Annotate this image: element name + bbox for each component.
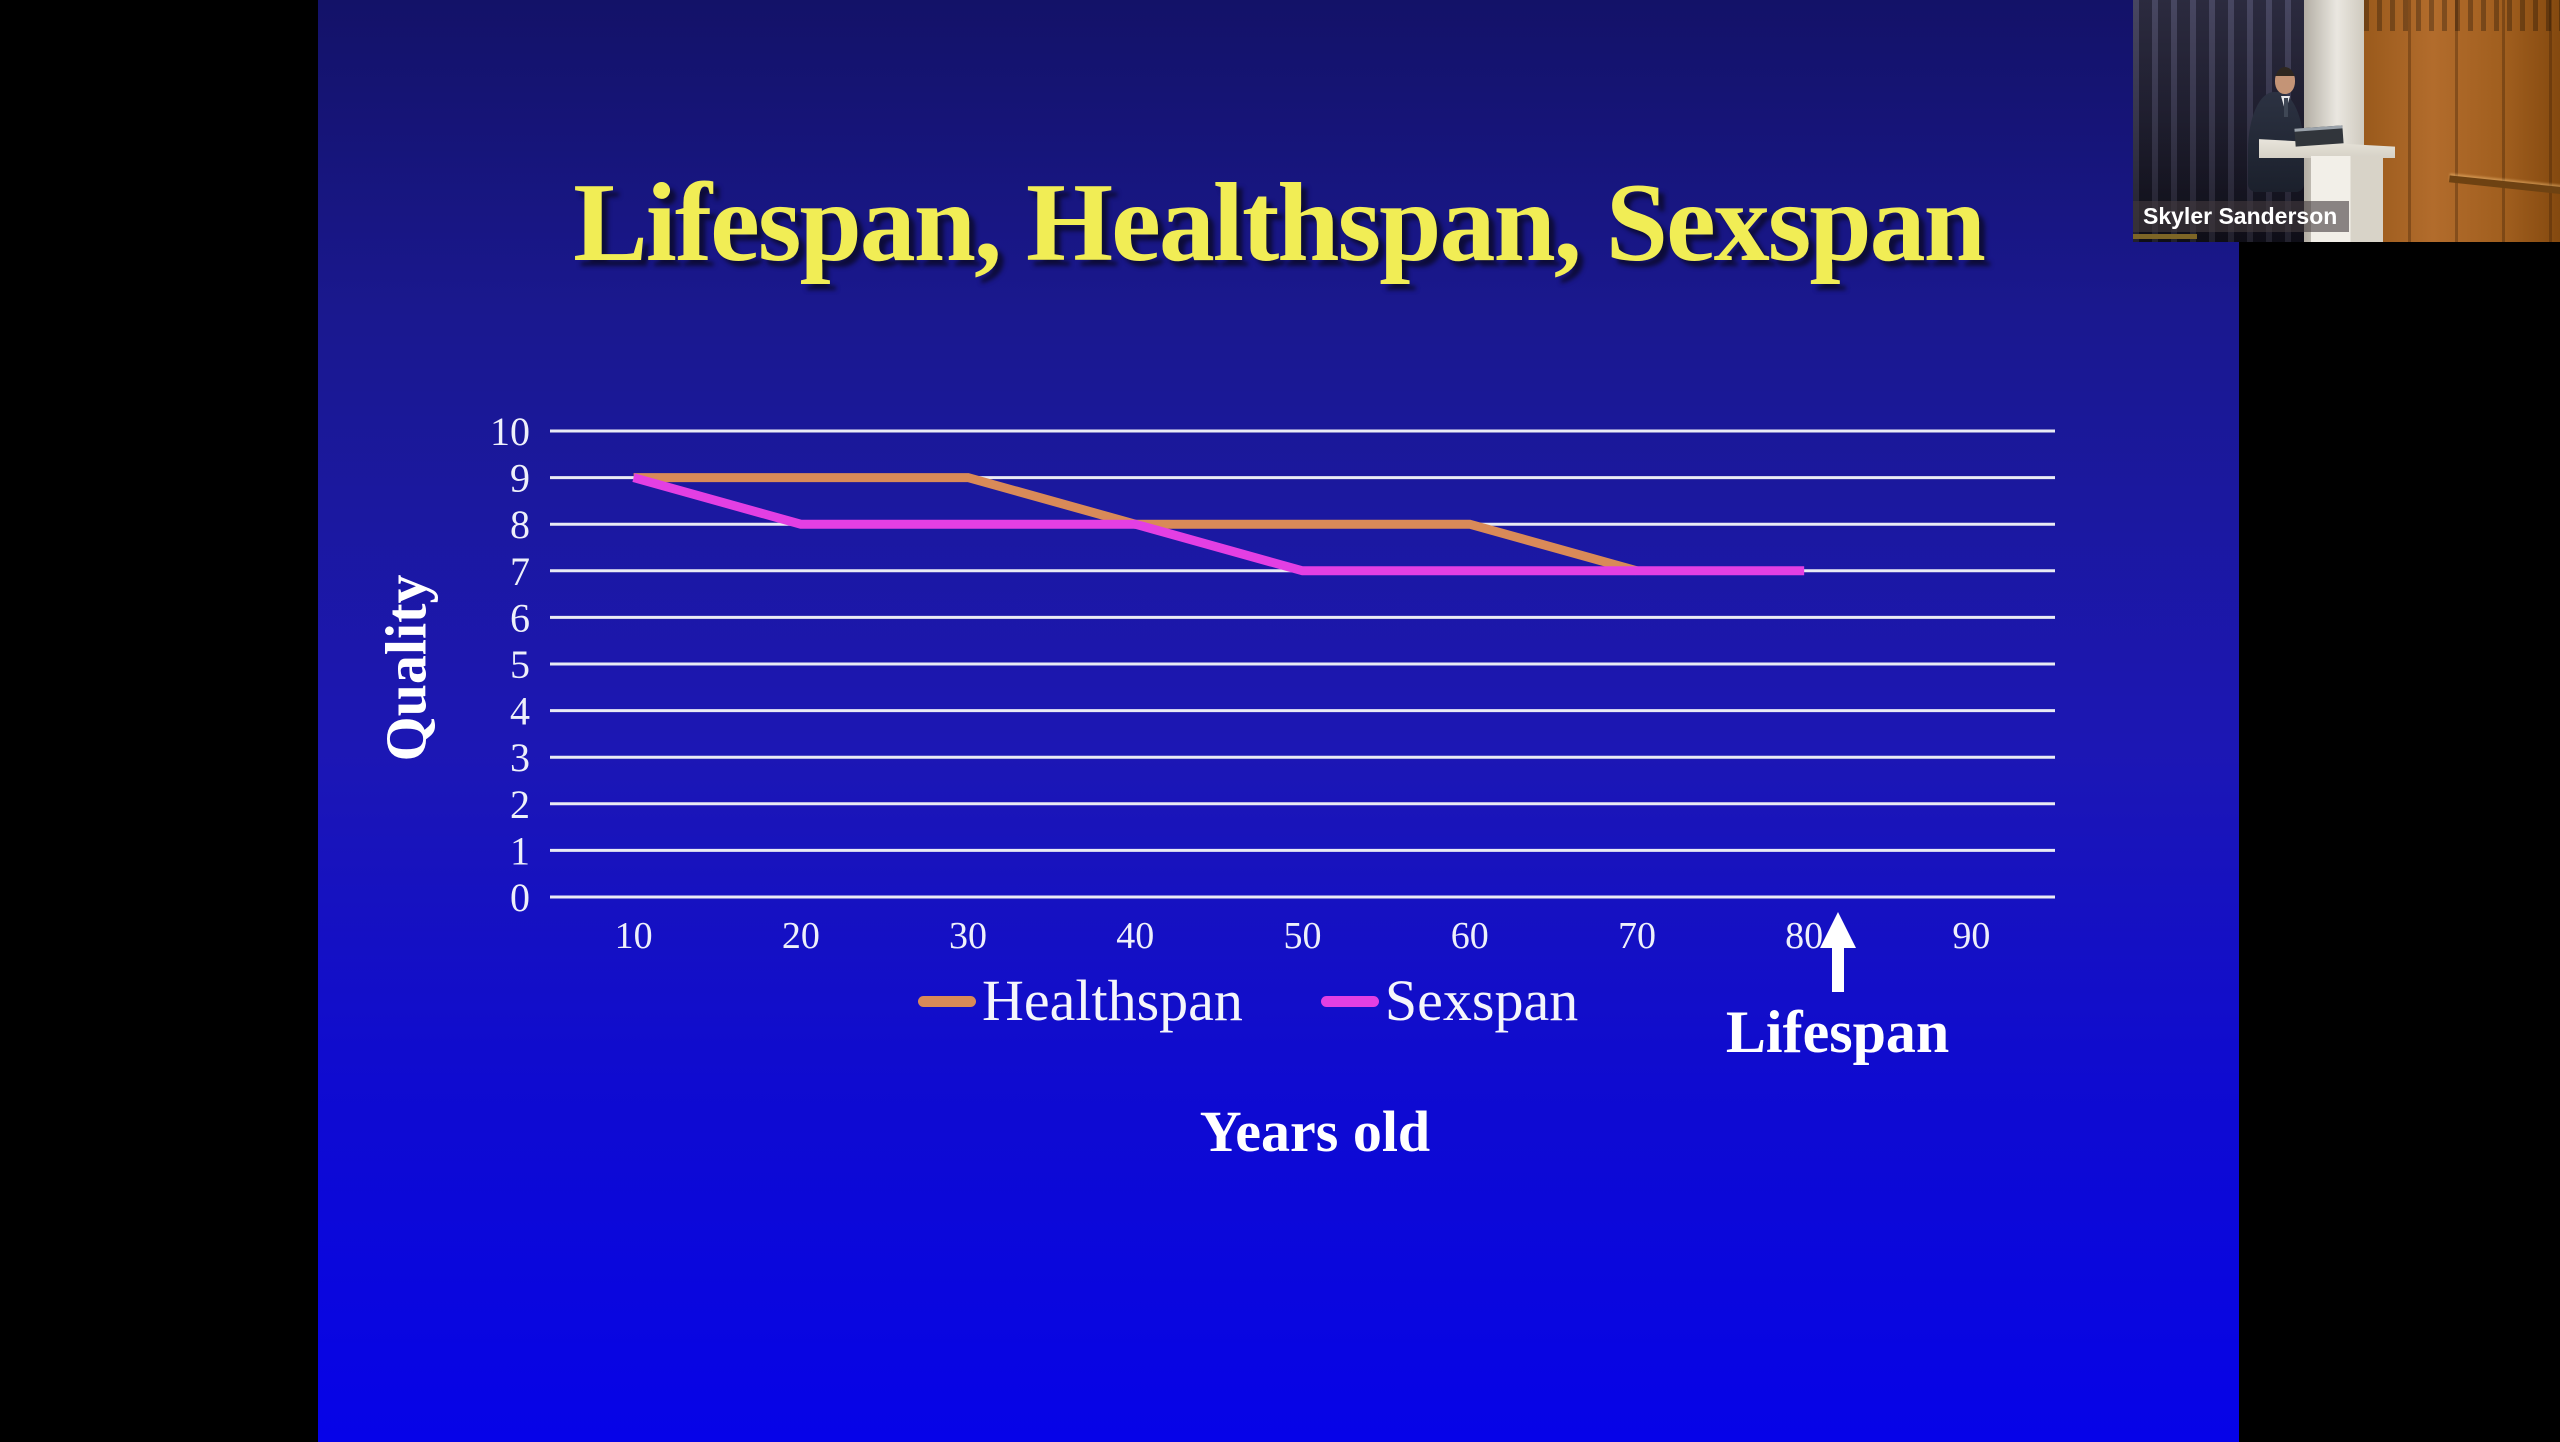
laptop xyxy=(2294,125,2344,147)
svg-text:7: 7 xyxy=(510,549,530,594)
wood-slats xyxy=(2363,0,2560,32)
svg-text:4: 4 xyxy=(510,689,530,734)
wood-panel-wall xyxy=(2363,0,2560,242)
svg-text:8: 8 xyxy=(510,502,530,547)
presenter-head xyxy=(2275,67,2295,94)
svg-text:40: 40 xyxy=(1116,915,1154,957)
legend-label: Sexspan xyxy=(1384,968,1579,1033)
svg-text:2: 2 xyxy=(510,782,530,827)
svg-text:20: 20 xyxy=(782,915,820,957)
svg-text:3: 3 xyxy=(510,735,530,780)
slide-title: Lifespan, Healthspan, Sexspan xyxy=(573,161,1986,286)
legend-label: Healthspan xyxy=(982,968,1243,1033)
svg-text:50: 50 xyxy=(1284,915,1322,957)
svg-text:9: 9 xyxy=(510,456,530,501)
svg-text:10: 10 xyxy=(615,915,653,957)
svg-text:0: 0 xyxy=(510,875,530,920)
presenter-tie xyxy=(2284,98,2288,117)
gridlines xyxy=(550,429,2055,899)
participant-video[interactable]: Skyler Sanderson xyxy=(2133,0,2560,242)
svg-text:5: 5 xyxy=(510,642,530,687)
lifespan-label: Lifespan xyxy=(1725,999,1950,1065)
svg-text:90: 90 xyxy=(1952,915,1990,957)
legend-swatch-healthspan xyxy=(918,995,976,1007)
series-lines xyxy=(632,473,1805,576)
stage-edge xyxy=(2133,234,2197,239)
svg-text:6: 6 xyxy=(510,595,530,640)
y-axis-title: Quality xyxy=(373,574,439,762)
legend-item-healthspan: Healthspan xyxy=(918,972,1243,1030)
series-line-sexspan xyxy=(632,473,1805,576)
legend-swatch-sexspan xyxy=(1320,995,1379,1007)
x-tick-labels: 10 20 30 40 50 60 70 80 90 xyxy=(615,915,1991,957)
svg-text:60: 60 xyxy=(1451,915,1489,957)
svg-text:80: 80 xyxy=(1785,915,1823,957)
svg-text:30: 30 xyxy=(949,915,987,957)
chart-legend: Healthspan Sexspan xyxy=(918,972,1578,1030)
svg-text:10: 10 xyxy=(490,409,530,454)
legend-item-sexspan: Sexspan xyxy=(1320,968,1579,1033)
svg-text:1: 1 xyxy=(510,828,530,873)
x-axis-title: Years old xyxy=(1199,1099,1431,1164)
participant-name-label: Skyler Sanderson xyxy=(2133,201,2350,232)
svg-text:70: 70 xyxy=(1618,915,1656,957)
up-arrow-icon xyxy=(1819,912,1856,992)
